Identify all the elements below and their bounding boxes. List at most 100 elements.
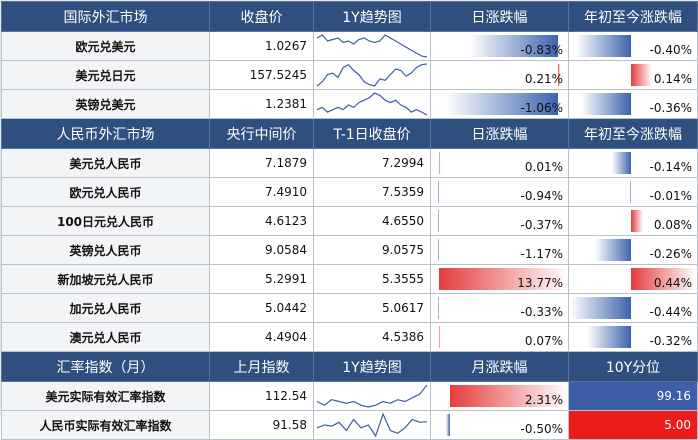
close-price: 1.0267 [210, 32, 314, 61]
section1-header-0: 国际外汇市场 [2, 2, 210, 32]
pair-name: 新加坡元兑人民币 [2, 265, 210, 294]
close-price: 157.5245 [210, 61, 314, 90]
pair-name: 美元兑日元 [2, 61, 210, 90]
pair-name: 加元兑人民币 [2, 294, 210, 323]
bar-value: 0.21% [525, 72, 563, 86]
bar-fill [595, 239, 631, 261]
ytd-change: -0.14% [569, 149, 698, 178]
daily-change: 0.21% [431, 61, 569, 90]
bar-fill [631, 64, 652, 86]
prev-close: 9.0575 [314, 236, 431, 265]
pair-name: 英镑兑人民币 [2, 236, 210, 265]
monthly-change: 2.31% [431, 382, 569, 411]
bar-value: -1.06% [521, 101, 563, 115]
bar-fill [631, 210, 643, 232]
trend-sparkline [314, 61, 431, 90]
daily-change: -0.33% [431, 294, 569, 323]
bar-value: -0.33% [521, 305, 563, 319]
bar-fill [446, 414, 450, 436]
prev-close: 4.5386 [314, 323, 431, 352]
bar-fill [570, 297, 631, 319]
bar-value: -0.40% [650, 43, 692, 57]
bar-fill [438, 239, 439, 261]
ytd-change: 0.44% [569, 265, 698, 294]
bar-value: 13.77% [517, 276, 563, 290]
sparkline [317, 35, 427, 57]
prev-close: 5.0617 [314, 294, 431, 323]
ytd-change: -0.32% [569, 323, 698, 352]
last-month-index: 112.54 [210, 382, 314, 411]
ytd-change: -0.36% [569, 90, 698, 119]
section1-header-3: 日涨跌幅 [431, 2, 569, 32]
central-parity: 5.0442 [210, 294, 314, 323]
prev-close: 7.5359 [314, 178, 431, 207]
daily-change: -0.83% [431, 32, 569, 61]
trend-sparkline [314, 382, 431, 411]
central-parity: 7.1879 [210, 149, 314, 178]
prev-close: 4.6550 [314, 207, 431, 236]
section3-header-1: 上月指数 [210, 352, 314, 382]
index-name: 美元实际有效汇率指数 [2, 382, 210, 411]
prev-close: 7.2994 [314, 149, 431, 178]
percentile-10y: 99.16 [569, 382, 698, 411]
section3-header-3: 月涨跌幅 [431, 352, 569, 382]
bar-fill [581, 93, 631, 115]
ytd-change: -0.40% [569, 32, 698, 61]
bar-value: -0.26% [650, 247, 692, 261]
daily-change: -0.37% [431, 207, 569, 236]
bar-fill [576, 35, 631, 57]
bar-value: -0.94% [521, 189, 563, 203]
bar-value: -0.37% [521, 218, 563, 232]
bar-value: -0.14% [650, 160, 692, 174]
ytd-change: 0.14% [569, 61, 698, 90]
daily-change: -1.17% [431, 236, 569, 265]
bar-value: -0.50% [521, 422, 563, 436]
bar-value: 0.44% [654, 276, 692, 290]
bar-value: 0.08% [654, 218, 692, 232]
pair-name: 欧元兑人民币 [2, 178, 210, 207]
section2-header-1: 央行中间价 [210, 119, 314, 149]
bar-value: -0.32% [650, 334, 692, 348]
section3-header-2: 1Y趋势图 [314, 352, 431, 382]
daily-change: 13.77% [431, 265, 569, 294]
bar-fill [439, 326, 440, 348]
sparkline [317, 93, 427, 115]
bar-value: 0.07% [525, 334, 563, 348]
trend-sparkline [314, 90, 431, 119]
daily-change: -1.06% [431, 90, 569, 119]
bar-value: 2.31% [525, 393, 563, 407]
prev-close: 5.3555 [314, 265, 431, 294]
section1-header-2: 1Y趋势图 [314, 2, 431, 32]
bar-fill [439, 152, 440, 174]
section3-header-0: 汇率指数（月） [2, 352, 210, 382]
bar-value: -0.36% [650, 101, 692, 115]
central-parity: 7.4910 [210, 178, 314, 207]
pair-name: 澳元兑人民币 [2, 323, 210, 352]
section3-header-4: 10Y分位 [569, 352, 698, 382]
bar-fill [587, 326, 631, 348]
bar-value: 0.14% [654, 72, 692, 86]
central-parity: 5.2991 [210, 265, 314, 294]
pair-name: 美元兑人民币 [2, 149, 210, 178]
bar-fill [438, 181, 439, 203]
ytd-change: 0.08% [569, 207, 698, 236]
central-parity: 4.4904 [210, 323, 314, 352]
pair-name: 欧元兑美元 [2, 32, 210, 61]
section2-header-0: 人民币外汇市场 [2, 119, 210, 149]
sparkline [317, 64, 427, 86]
pair-name: 100日元兑人民币 [2, 207, 210, 236]
sparkline [317, 414, 427, 436]
